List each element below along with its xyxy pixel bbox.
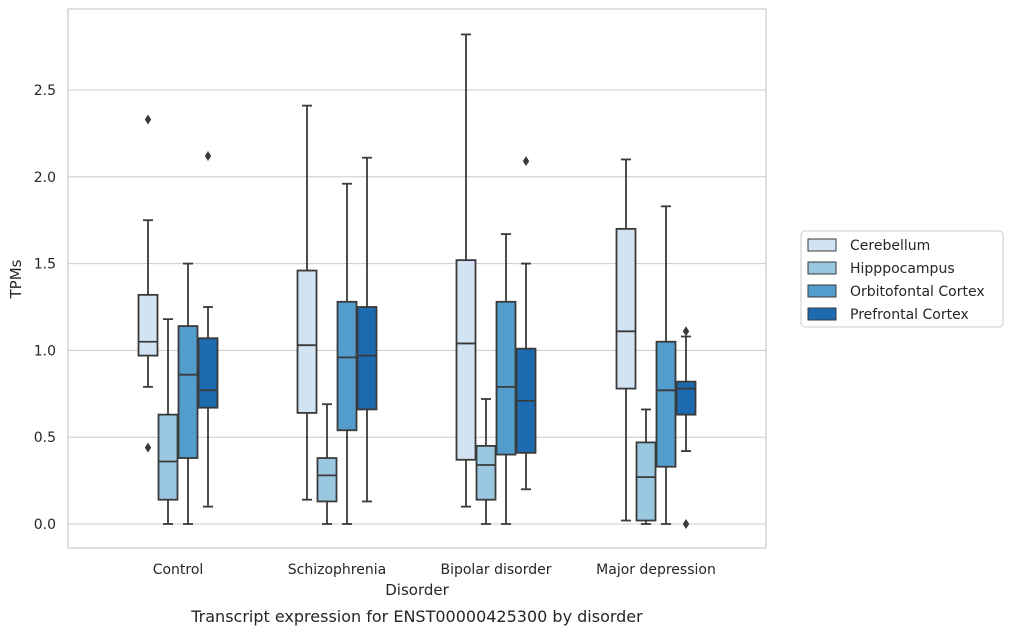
box-orbitofontal-cortex [495, 233, 517, 525]
legend-label: Hipppocampus [850, 261, 955, 277]
box-iqr [615, 227, 637, 390]
box-iqr [356, 306, 378, 411]
box-iqr [296, 269, 318, 414]
y-axis-title: TPMs [7, 259, 25, 299]
x-tick-label: Schizophrenia [288, 562, 386, 578]
box-iqr [495, 300, 517, 456]
x-tick-label: Control [153, 562, 204, 578]
box-orbitofontal-cortex [336, 182, 358, 525]
box-hipppocampus [157, 318, 179, 525]
legend-swatch [807, 238, 837, 252]
box-iqr [197, 337, 219, 409]
y-tick-label: 2.0 [34, 170, 56, 186]
box-prefrontal-cortex [356, 156, 378, 503]
plot-frame [67, 8, 767, 549]
legend: Cerebellum Hipppocampus Orbitofontal Corte… [800, 230, 1004, 328]
box-hipppocampus [316, 403, 338, 525]
outlier-point [144, 114, 152, 125]
box-cerebellum [615, 158, 637, 522]
y-tick-label: 0.5 [34, 430, 56, 446]
legend-label: Cerebellum [850, 238, 930, 254]
y-tick-label: 1.0 [34, 343, 56, 359]
box-cerebellum [296, 104, 318, 501]
legend-swatch [807, 284, 837, 298]
box-layer [137, 33, 697, 529]
x-ticks: Control Schizophrenia Bipolar disorder Majo… [153, 562, 716, 578]
box-iqr [157, 413, 179, 501]
box-prefrontal-cortex [515, 156, 537, 491]
box-prefrontal-cortex [675, 326, 697, 529]
outlier-point [204, 150, 212, 161]
box-hipppocampus [635, 408, 657, 525]
legend-label: Orbitofontal Cortex [850, 284, 985, 300]
box-iqr [137, 293, 159, 357]
outlier-point [682, 326, 690, 337]
y-tick-label: 0.0 [34, 517, 56, 533]
y-tick-label: 2.5 [34, 83, 56, 99]
box-orbitofontal-cortex [177, 262, 199, 525]
legend-swatch [807, 261, 837, 275]
box-orbitofontal-cortex [655, 205, 677, 525]
outlier-point [682, 519, 690, 529]
legend-label: Prefrontal Cortex [850, 307, 969, 323]
y-tick-label: 1.5 [34, 257, 56, 273]
box-iqr [177, 325, 199, 459]
box-cerebellum [137, 114, 159, 453]
box-iqr [455, 259, 477, 461]
box-cerebellum [455, 33, 477, 508]
box-iqr [336, 300, 358, 432]
x-axis-title: Disorder [385, 581, 449, 599]
x-tick-label: Major depression [596, 562, 716, 578]
chart-caption: Transcript expression for ENST0000042530… [190, 607, 643, 626]
box-iqr [655, 340, 677, 468]
legend-box [800, 230, 1004, 328]
box-prefrontal-cortex [197, 150, 219, 508]
y-ticks: 0.0 0.5 1.0 1.5 2.0 2.5 [34, 83, 56, 533]
box-iqr [316, 457, 338, 503]
outlier-point [144, 442, 152, 453]
box-hipppocampus [475, 398, 497, 525]
legend-swatch [807, 307, 837, 321]
x-tick-label: Bipolar disorder [440, 562, 551, 578]
box-iqr [675, 380, 697, 416]
box-iqr [475, 444, 497, 501]
box-iqr [635, 441, 657, 522]
outlier-point [522, 156, 530, 167]
